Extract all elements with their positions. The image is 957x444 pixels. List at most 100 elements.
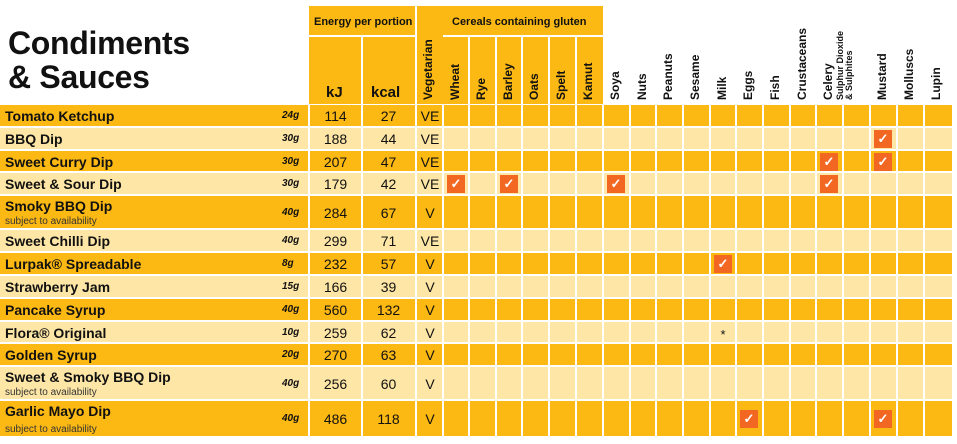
column-divider	[521, 230, 523, 252]
column-divider	[308, 173, 310, 195]
column-divider	[815, 344, 817, 366]
allergen-tick-icon: ✓	[874, 130, 892, 148]
column-divider	[548, 322, 550, 343]
allergen-tick-icon: ✓	[607, 175, 625, 193]
column-divider	[442, 173, 444, 195]
portion-size: 20g	[282, 349, 300, 360]
food-name: Golden Syrup	[5, 347, 97, 363]
allergen-header-text: Celery	[821, 63, 835, 100]
column-divider	[709, 196, 711, 229]
column-divider	[468, 196, 470, 229]
column-divider	[815, 151, 817, 172]
column-divider	[575, 299, 577, 321]
column-divider	[869, 401, 871, 437]
food-name: Sweet Chilli Dip	[5, 233, 111, 249]
column-divider	[602, 344, 604, 366]
food-name: Flora® Original	[5, 324, 107, 341]
column-divider	[629, 401, 631, 437]
column-divider	[869, 322, 871, 343]
column-divider	[655, 230, 657, 252]
column-divider	[896, 173, 898, 195]
food-name: Lurpak® Spreadable	[5, 256, 142, 272]
column-divider	[682, 230, 684, 252]
column-divider	[896, 367, 898, 400]
column-divider	[815, 401, 817, 437]
column-divider	[709, 151, 711, 172]
energy-kj: 299	[323, 233, 348, 249]
column-divider	[308, 344, 310, 366]
allergen-header-text: Lupin	[929, 67, 943, 100]
column-divider	[682, 367, 684, 400]
column-divider	[815, 230, 817, 252]
column-divider	[789, 230, 791, 252]
column-divider	[308, 253, 310, 275]
table-row: Sweet & Smoky BBQ Dip subject to availabi…	[0, 367, 952, 400]
column-divider	[815, 276, 817, 298]
column-divider	[468, 322, 470, 343]
column-divider	[923, 299, 925, 321]
energy-kj: 486	[323, 411, 348, 427]
column-divider	[762, 230, 764, 252]
column-divider	[762, 276, 764, 298]
column-divider	[735, 322, 737, 343]
column-divider	[495, 401, 497, 437]
column-divider	[869, 196, 871, 229]
vegetarian-header-band	[417, 6, 443, 104]
column-divider	[655, 151, 657, 172]
vegetarian-status: VE	[420, 176, 440, 192]
column-divider	[735, 128, 737, 150]
column-divider	[709, 344, 711, 366]
column-divider	[896, 105, 898, 127]
column-divider	[415, 230, 417, 252]
column-divider	[602, 105, 604, 127]
column-divider	[842, 299, 844, 321]
column-divider	[548, 173, 550, 195]
cereal-header-divider	[468, 36, 470, 104]
column-divider	[842, 196, 844, 229]
column-divider	[575, 344, 577, 366]
column-divider	[602, 276, 604, 298]
title-line-1: Condiments	[8, 25, 190, 61]
column-divider	[682, 253, 684, 275]
column-divider	[869, 253, 871, 275]
column-divider	[789, 299, 791, 321]
column-divider	[896, 322, 898, 343]
column-divider	[308, 196, 310, 229]
column-divider	[789, 128, 791, 150]
energy-kcal: 44	[380, 131, 397, 147]
column-divider	[629, 367, 631, 400]
column-divider	[629, 173, 631, 195]
column-divider	[842, 367, 844, 400]
column-divider	[655, 128, 657, 150]
energy-kcal: 47	[380, 153, 397, 170]
portion-size: 30g	[282, 155, 300, 167]
column-divider	[896, 299, 898, 321]
column-divider	[655, 276, 657, 298]
portion-size: 40g	[282, 304, 300, 315]
cereal-header-divider	[575, 36, 577, 104]
vegetarian-status: V	[425, 204, 435, 221]
column-divider	[923, 128, 925, 150]
kj-header: kJ	[326, 84, 343, 101]
column-divider	[361, 276, 363, 298]
column-divider	[415, 401, 417, 437]
column-divider	[548, 105, 550, 127]
portion-size: 15g	[282, 281, 300, 292]
column-divider	[789, 344, 791, 366]
table-row: Smoky BBQ Dip subject to availability 40g 2…	[0, 196, 952, 229]
column-divider	[709, 230, 711, 252]
column-divider	[548, 367, 550, 400]
column-divider	[361, 367, 363, 400]
column-divider	[442, 128, 444, 150]
allergen-header-text: Wheat	[448, 64, 462, 100]
table-row: Strawberry Jam 15g 166 39 V	[0, 276, 952, 298]
column-divider	[495, 128, 497, 150]
energy-header-rule	[309, 35, 415, 37]
allergen-header-text: Milk	[715, 76, 729, 100]
food-name: Smoky BBQ Dip	[5, 198, 113, 214]
availability-note: subject to availability	[5, 216, 97, 227]
column-divider	[602, 128, 604, 150]
allergen-header-text: Eggs	[741, 70, 755, 100]
column-divider	[468, 276, 470, 298]
column-divider	[789, 105, 791, 127]
